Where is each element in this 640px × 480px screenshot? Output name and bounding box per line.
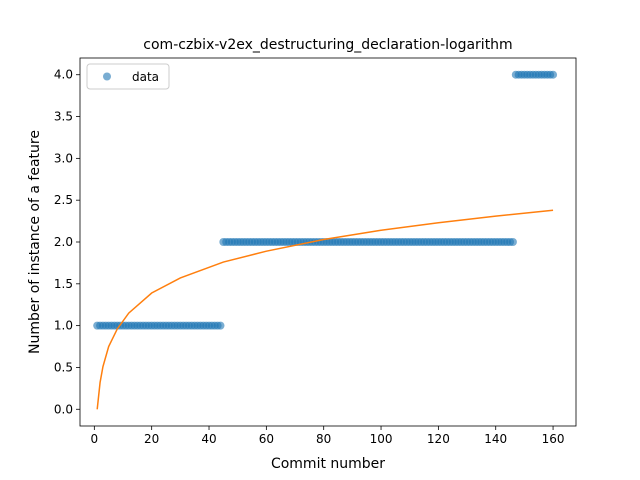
legend: data <box>86 63 170 90</box>
data-point <box>216 321 225 330</box>
x-tick-label: 100 <box>370 432 393 446</box>
x-tick-label: 120 <box>427 432 450 446</box>
y-tick-label: 4.0 <box>54 68 73 82</box>
axes: 0 20 40 60 80 100 120 140 160 0.0 0.5 1.0 1.5 2.0 2.5 3… <box>54 57 577 446</box>
legend-box <box>86 63 170 90</box>
y-tick-label: 2.0 <box>54 235 73 249</box>
y-axis-label: Number of instance of a feature <box>27 130 43 354</box>
x-tick-label: 20 <box>144 432 159 446</box>
y-tick-label: 3.5 <box>54 110 73 124</box>
fit-line <box>96 209 554 410</box>
x-tick-label: 40 <box>201 432 216 446</box>
x-tick-label: 140 <box>484 432 507 446</box>
data-point <box>508 238 517 246</box>
y-tick-label: 0.0 <box>54 402 73 416</box>
y-tick-label: 3.0 <box>54 151 73 165</box>
x-tick-label: 160 <box>542 432 565 446</box>
x-tick-label: 80 <box>316 432 331 446</box>
x-tick-label: 0 <box>91 432 99 446</box>
y-tick-label: 1.5 <box>54 277 73 291</box>
data-point <box>549 70 558 79</box>
plot-area <box>93 70 558 410</box>
y-tick-label: 1.0 <box>54 319 73 333</box>
legend-label: data <box>132 70 159 84</box>
legend-marker <box>103 72 111 81</box>
y-tick-label: 0.5 <box>54 360 73 374</box>
y-tick-label: 2.5 <box>54 193 73 207</box>
x-axis-label: Commit number <box>271 456 385 472</box>
chart-title: com-czbix-v2ex_destructuring_declaration… <box>143 37 512 53</box>
x-tick-label: 60 <box>259 432 274 446</box>
